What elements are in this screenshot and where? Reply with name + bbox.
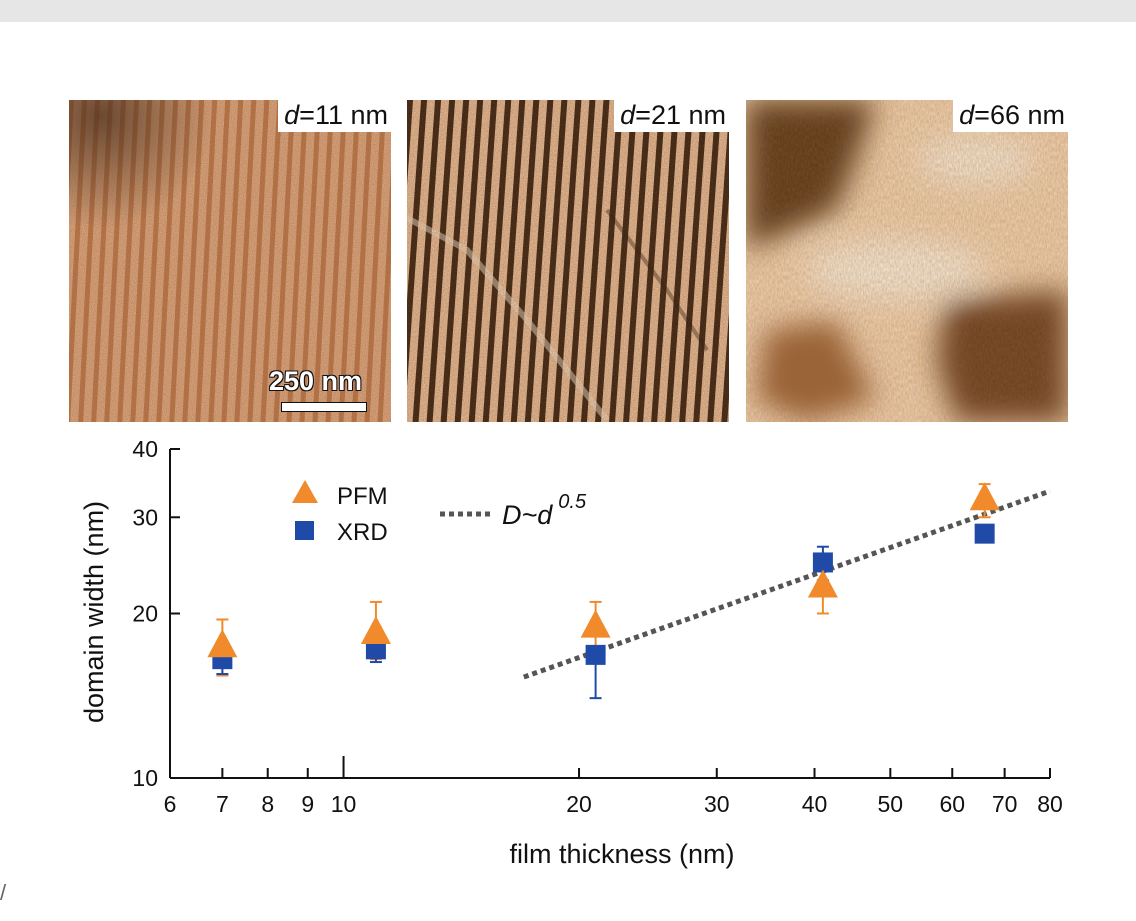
pfm-texture-11nm: [69, 100, 391, 422]
pfm-texture-66nm: [746, 100, 1068, 422]
y-tick-label: 10: [132, 765, 158, 791]
axes: 6 7 8 9 10 20 30 40 50 60 70 80 10 20 30 40: [132, 436, 1062, 817]
legend-fit-label: D~d 0.5: [502, 491, 587, 530]
x-tick-label: 7: [216, 791, 229, 817]
pfm-point: [580, 609, 611, 638]
scalebar-line: [281, 402, 367, 412]
xrd-point: [812, 552, 833, 573]
legend: PFM XRD D~d 0.5: [292, 480, 587, 546]
xrd-point: [974, 523, 995, 544]
legend-pfm-label: PFM: [337, 483, 388, 510]
x-tick-label: 10: [331, 791, 357, 817]
legend-xrd-label: XRD: [337, 519, 388, 546]
y-tick-label: 30: [132, 504, 158, 530]
corner-slash-mark: /: [0, 880, 7, 905]
x-tick-label: 70: [992, 791, 1018, 817]
xrd-point: [365, 639, 386, 660]
x-tick-label: 9: [301, 791, 314, 817]
x-tick-label: 40: [802, 791, 828, 817]
data-marks: [207, 482, 1000, 700]
x-tick-label: 8: [261, 791, 274, 817]
fit-line-group: [522, 488, 1051, 680]
pfm-point: [207, 629, 238, 658]
panel-label-11nm: d=11 nm: [278, 100, 391, 132]
y-tick-label: 20: [132, 601, 158, 627]
pfm-texture-21nm: [407, 100, 729, 422]
pfm-image-21nm: d=21 nm: [407, 100, 729, 422]
y-axis-label: domain width (nm): [79, 501, 109, 723]
x-tick-label: 50: [878, 791, 904, 817]
panel-label-66nm: d=66 nm: [953, 100, 1068, 132]
legend-fit-exp: 0.5: [558, 491, 587, 513]
pfm-point: [360, 616, 391, 645]
pfm-image-66nm: d=66 nm: [746, 100, 1068, 422]
x-tick-label: 60: [939, 791, 965, 817]
legend-xrd-marker: [295, 521, 314, 540]
x-tick-label: 6: [164, 791, 177, 817]
x-tick-label: 20: [566, 791, 592, 817]
x-axis-label: film thickness (nm): [509, 839, 734, 869]
scalebar-label: 250 nm: [269, 366, 363, 396]
pfm-point: [807, 569, 838, 598]
x-tick-label: 80: [1037, 791, 1063, 817]
pfm-image-11nm: d=11 nm 250 nm: [69, 100, 391, 422]
legend-pfm-marker: [292, 480, 318, 503]
pfm-point: [969, 482, 1000, 511]
legend-fit-main: D~d: [502, 500, 553, 530]
xrd-point: [585, 644, 606, 665]
x-tick-label: 30: [704, 791, 730, 817]
top-band: [0, 0, 1136, 22]
fit-line: [522, 488, 1051, 680]
y-tick-label: 40: [132, 436, 158, 462]
panel-label-21nm: d=21 nm: [614, 100, 729, 132]
